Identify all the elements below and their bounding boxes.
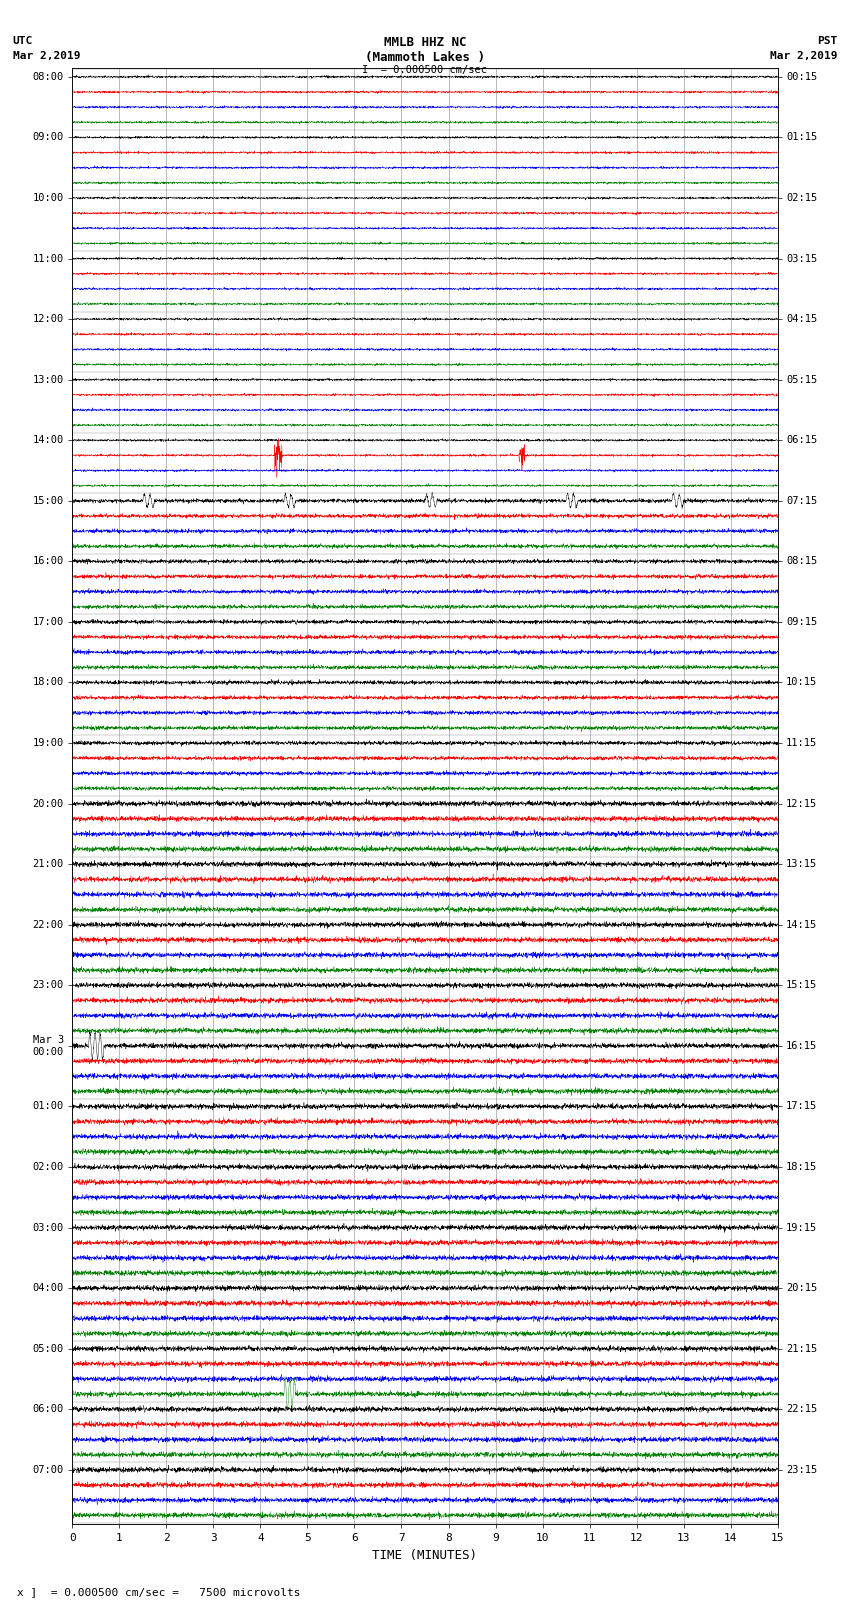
Text: PST: PST	[817, 37, 837, 47]
Text: Mar 2,2019: Mar 2,2019	[770, 50, 837, 61]
Text: Mar 2,2019: Mar 2,2019	[13, 50, 80, 61]
Text: I  = 0.000500 cm/sec: I = 0.000500 cm/sec	[362, 65, 488, 74]
Text: (Mammoth Lakes ): (Mammoth Lakes )	[365, 50, 485, 65]
Text: UTC: UTC	[13, 37, 33, 47]
Text: MMLB HHZ NC: MMLB HHZ NC	[383, 37, 467, 50]
X-axis label: TIME (MINUTES): TIME (MINUTES)	[372, 1548, 478, 1561]
Text: x ]  = 0.000500 cm/sec =   7500 microvolts: x ] = 0.000500 cm/sec = 7500 microvolts	[17, 1587, 301, 1597]
